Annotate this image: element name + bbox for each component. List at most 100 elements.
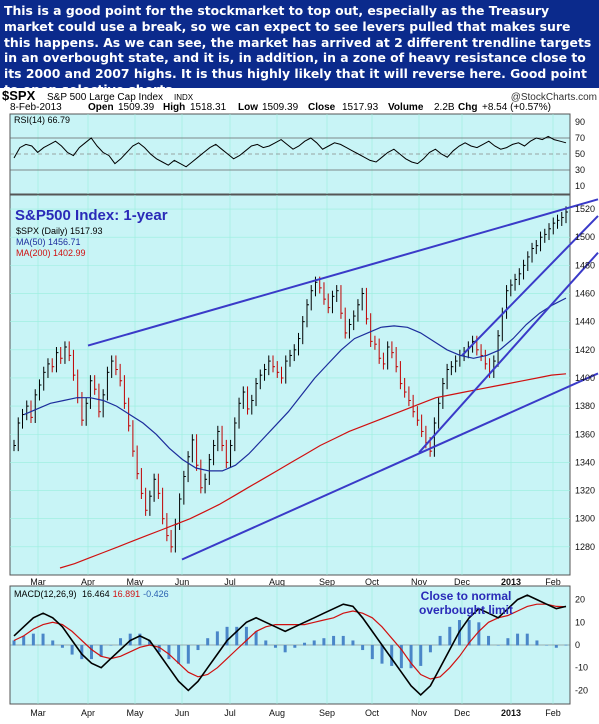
macd-histogram-bar [535,640,539,646]
index-name: S&P 500 Large Cap Index [47,92,163,103]
month-label: Feb [545,577,561,587]
macd-histogram-bar [370,645,374,660]
legend-ma200: MA(200) 1402.99 [16,248,86,258]
macd-histogram-bar [516,633,520,646]
macd-histogram-bar [273,645,277,648]
macd-histogram-bar [99,645,103,657]
macd-histogram-bar [244,626,248,646]
macd-histogram-bar [167,645,171,660]
macd-histogram-bar [448,626,452,646]
macd-histogram-bar [409,645,413,669]
macd-legend-signal: 16.891 [113,589,141,599]
macd-histogram-bar [525,633,529,646]
chart-area: $SPX S&P 500 Large Cap Index INDX @Stock… [2,88,599,718]
macd-histogram-bar [419,645,423,666]
rsi-tick-label: 90 [575,117,585,127]
macd-histogram-bar [60,645,64,648]
macd-annotation-line2: overbought limit [419,603,513,617]
macd-histogram-bar [215,631,219,646]
date-label: 8-Feb-2013 [10,102,62,113]
macd-histogram-bar [545,645,549,646]
high-value: 1518.31 [190,102,227,113]
trendline [87,198,599,347]
macd-histogram-bar [157,645,161,653]
price-tick-label: 1440 [575,317,595,327]
macd-tick-label: 20 [575,595,585,605]
close-label: Close [308,102,336,113]
macd-histogram-bar [51,640,55,646]
macd-histogram-bar [341,635,345,646]
price-tick-label: 1500 [575,232,595,242]
price-tick-label: 1300 [575,514,595,524]
ma50-line [23,297,567,472]
price-tick-label: 1360 [575,429,595,439]
macd-histogram-bar [70,645,74,655]
macd-histogram-bar [399,645,403,669]
month-label: May [126,708,144,718]
macd-legend-value: 16.464 [82,589,110,599]
exchange-label: INDX [174,93,194,102]
trendline [461,215,599,357]
macd-histogram-bar [293,645,297,648]
macd-histogram-bar [119,638,123,646]
macd-histogram-bar [196,645,200,651]
macd-histogram-bar [128,633,132,646]
month-label: Apr [81,708,95,718]
month-label: Sep [319,708,335,718]
ma200-line [59,373,567,569]
macd-histogram-bar [41,633,45,646]
month-label: 2013 [501,708,521,718]
month-label: Jul [224,708,236,718]
rsi-legend: RSI(14) 66.79 [14,115,70,125]
macd-histogram-bar [283,645,287,653]
macd-histogram-bar [390,645,394,666]
rsi-line [13,135,567,168]
price-tick-label: 1340 [575,457,595,467]
open-value: 1509.39 [118,102,155,113]
chg-value: +8.54 (+0.57%) [482,102,551,113]
month-label: Feb [545,708,561,718]
low-label: Low [238,102,258,113]
macd-tick-label: 10 [575,617,585,627]
macd-histogram-bar [380,645,384,664]
macd-histogram-bar [303,642,307,646]
macd-line [13,594,567,696]
price-tick-label: 1380 [575,401,595,411]
month-label: Dec [454,708,471,718]
commentary-text: This is a good point for the stockmarket… [0,0,599,97]
macd-histogram-bar [332,635,336,646]
month-label: Dec [454,577,471,587]
macd-tick-label: -20 [575,685,588,695]
rsi-tick-label: 70 [575,133,585,143]
macd-signal-line [13,603,567,680]
price-tick-label: 1280 [575,542,595,552]
macd-histogram-bar [138,633,142,646]
rsi-tick-label: 30 [575,165,585,175]
low-value: 1509.39 [262,102,299,113]
macd-legend-hist: -0.426 [143,589,169,599]
macd-histogram-bar [312,640,316,646]
macd-histogram-bar [206,638,210,646]
macd-histogram-bar [109,645,113,646]
macd-histogram-bar [351,640,355,646]
macd-histogram-bar [361,645,365,651]
macd-histogram-bar [80,645,84,660]
macd-histogram-bar [22,635,26,646]
macd-histogram-bar [225,626,229,646]
macd-histogram-bar [506,638,510,646]
high-label: High [163,102,185,113]
legend-ma50: MA(50) 1456.71 [16,237,81,247]
volume-value: 2.2B [434,102,455,113]
macd-histogram-bar [177,645,181,664]
macd-histogram-bar [554,645,558,648]
watermark: @StockCharts.com [511,92,597,103]
macd-histogram-bar [31,633,35,646]
month-label: Oct [365,708,380,718]
macd-legend: MACD(12,26,9) 16.464 16.891 -0.426 [14,589,169,599]
macd-legend-label: MACD(12,26,9) [14,589,77,599]
trendline [418,252,599,454]
price-tick-label: 1460 [575,289,595,299]
month-label: May [126,577,144,587]
month-label: Sep [319,577,335,587]
rsi-tick-label: 10 [575,181,585,191]
